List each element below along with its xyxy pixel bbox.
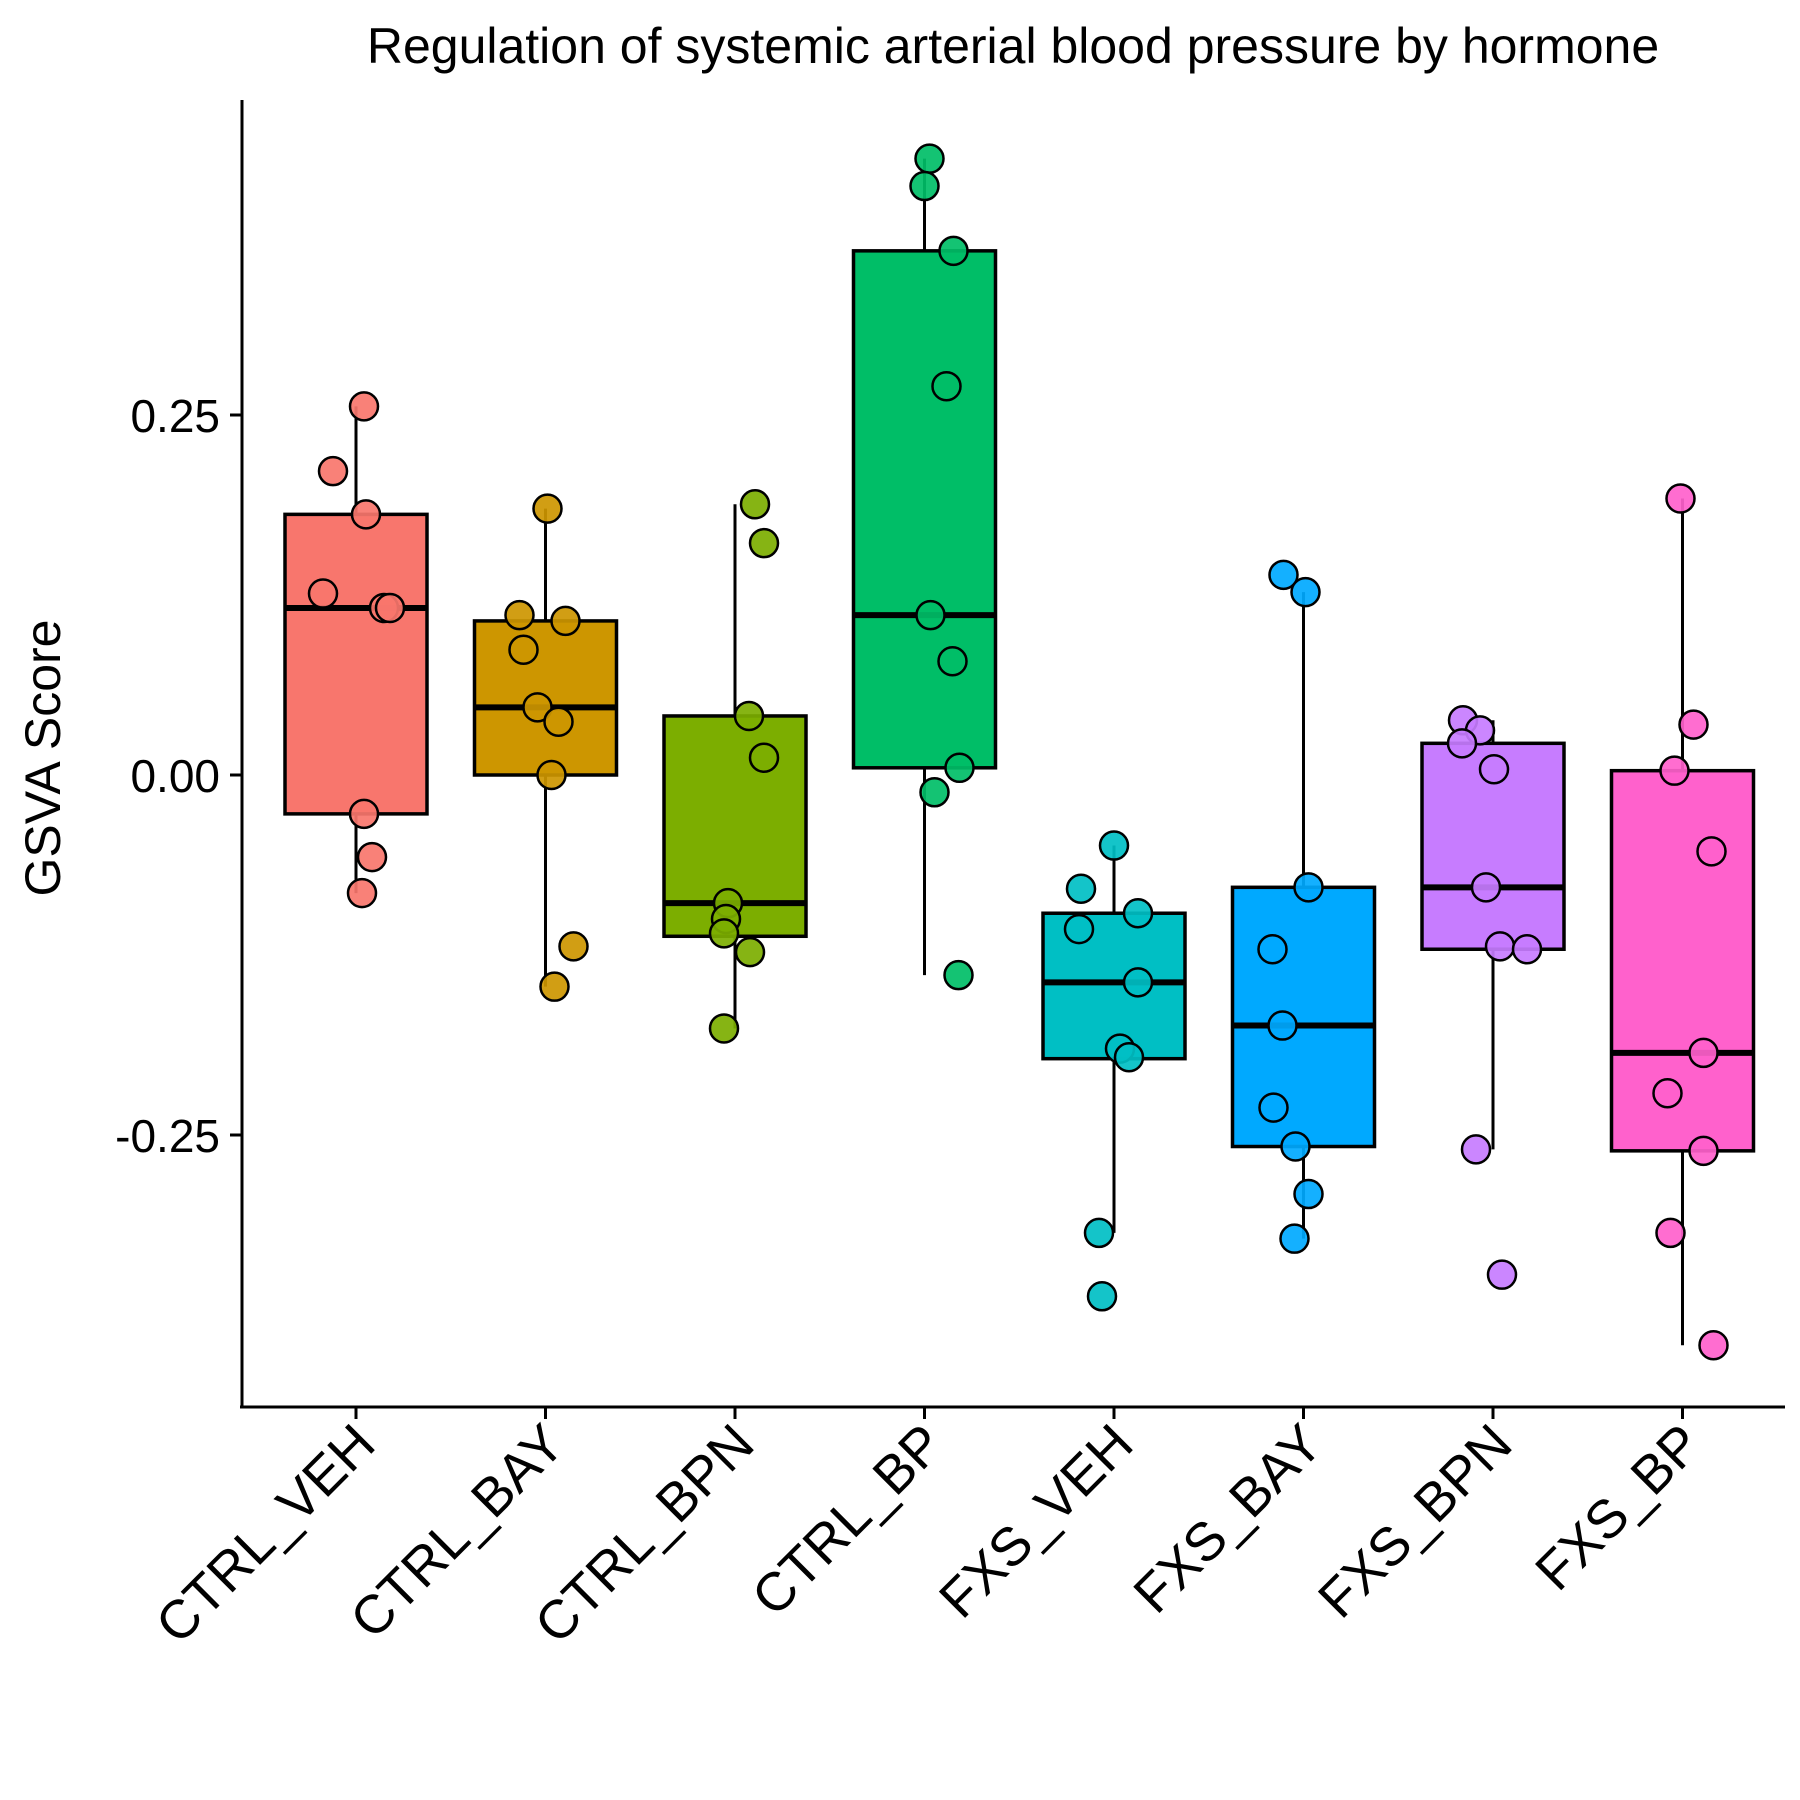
data-point (931, 370, 962, 402)
data-point (1280, 1131, 1311, 1162)
box (283, 512, 429, 816)
y-axis-label: GSVA Score (15, 620, 71, 897)
data-point (739, 489, 771, 520)
data-point (1267, 1010, 1298, 1041)
chart-title: Regulation of systemic arterial blood pr… (367, 18, 1659, 74)
data-point (1293, 1178, 1324, 1210)
y-tick-label: -0.25 (115, 1110, 220, 1162)
data-point (348, 391, 380, 422)
data-point (1086, 1281, 1118, 1312)
group-fxs-bpn (1420, 705, 1566, 1290)
data-point (1665, 483, 1696, 514)
group-ctrl-bp (851, 143, 998, 991)
data-point (1511, 933, 1543, 965)
data-point (909, 170, 940, 202)
y-tick-label: 0.00 (130, 750, 220, 802)
data-point (1688, 1135, 1719, 1167)
plot-area (283, 143, 1756, 1361)
data-point (938, 235, 969, 267)
data-point (508, 634, 539, 665)
data-point (734, 936, 766, 968)
data-point (1279, 1223, 1310, 1254)
data-point (748, 742, 780, 773)
data-point (558, 931, 589, 962)
data-point (1063, 913, 1095, 945)
data-point (346, 877, 378, 909)
data-point (1122, 897, 1154, 929)
data-point (708, 918, 740, 949)
data-point (550, 605, 581, 637)
data-point (1122, 967, 1154, 998)
x-tick-label: CTRL_BP (741, 1413, 955, 1627)
data-point (1698, 1329, 1729, 1361)
data-point (1065, 873, 1097, 905)
data-point (1268, 559, 1299, 591)
x-axis-ticks: CTRL_VEHCTRL_BAYCTRL_BPNCTRL_BPFXS_VEHFX… (145, 1407, 1713, 1655)
y-tick-label: 0.25 (130, 390, 220, 442)
data-point (1678, 709, 1709, 740)
data-point (348, 798, 380, 830)
data-point (733, 700, 765, 732)
data-point (748, 527, 780, 559)
data-point (307, 578, 339, 609)
data-point (1290, 576, 1321, 608)
data-point (1257, 933, 1288, 965)
group-fxs-bp (1609, 483, 1756, 1361)
data-point (943, 959, 974, 991)
data-point (504, 599, 535, 631)
data-point (1293, 872, 1324, 903)
group-ctrl-veh (283, 391, 429, 909)
data-point (1478, 753, 1510, 785)
data-point (708, 1013, 740, 1044)
data-point (1696, 836, 1727, 867)
data-point (1113, 1041, 1145, 1073)
data-point (1258, 1092, 1289, 1123)
data-point (944, 752, 975, 784)
data-point (1083, 1217, 1115, 1249)
data-point (1655, 1217, 1686, 1249)
data-point (937, 645, 968, 677)
x-tick-label: FXS_BAY (1122, 1413, 1334, 1625)
data-point (1460, 1134, 1492, 1165)
x-tick-label: FXS_BP (1524, 1413, 1713, 1602)
data-point (1486, 1259, 1518, 1290)
data-point (374, 592, 406, 624)
data-point (1098, 830, 1130, 861)
data-point (532, 493, 563, 524)
data-point (1659, 755, 1690, 786)
group-ctrl-bay (472, 493, 619, 1002)
box (851, 249, 998, 770)
data-point (317, 455, 349, 487)
data-point (1470, 872, 1502, 903)
data-point (356, 841, 388, 873)
group-fxs-veh (1041, 830, 1187, 1312)
data-point (522, 692, 553, 723)
group-fxs-bay (1230, 559, 1377, 1254)
data-point (914, 143, 945, 174)
data-point (539, 971, 570, 1002)
group-ctrl-bpn (662, 489, 808, 1044)
data-point (1484, 931, 1516, 962)
data-point (1446, 728, 1478, 759)
data-point (536, 759, 567, 791)
data-point (543, 706, 574, 737)
data-point (919, 777, 950, 808)
y-axis-ticks: 0.25 0.00 -0.25 (115, 390, 242, 1162)
x-tick-label: FXS_BPN (1307, 1413, 1523, 1629)
x-tick-label: FXS_VEH (928, 1413, 1144, 1629)
data-point (1652, 1077, 1683, 1109)
data-point (350, 499, 382, 530)
box (1230, 885, 1377, 1149)
data-point (915, 599, 946, 631)
data-point (1688, 1037, 1719, 1069)
